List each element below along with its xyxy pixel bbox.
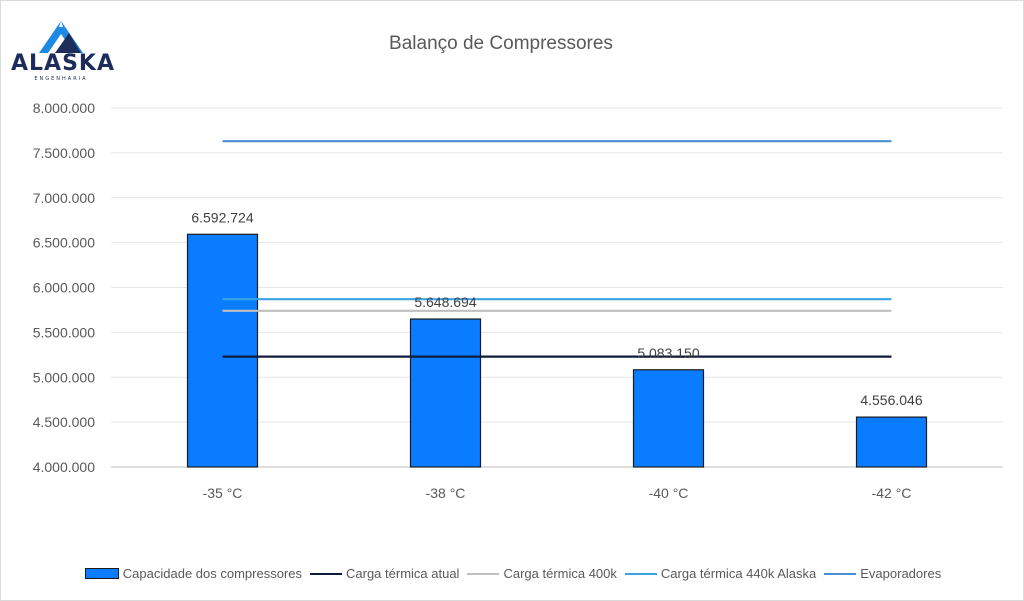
bar (186, 233, 259, 468)
y-tick-label: 4.000.000 (33, 459, 95, 475)
bar (409, 318, 482, 468)
legend-label: Carga térmica atual (346, 566, 460, 581)
legend-item: Capacidade dos compressores (84, 566, 302, 581)
legend-item: Evaporadores (824, 566, 941, 581)
y-tick-label: 7.500.000 (33, 145, 95, 161)
legend-item: Carga térmica 440k Alaska (624, 566, 817, 581)
mountain-logo-icon (39, 21, 83, 53)
legend-item: Carga térmica atual (310, 566, 459, 581)
bar-data-label: 6.592.724 (191, 209, 253, 225)
y-tick-label: 5.000.000 (33, 369, 95, 385)
legend-label: Carga térmica 440k Alaska (660, 566, 817, 581)
logo-subtext: ENGENHARIA (34, 76, 88, 82)
chart-legend: Capacidade dos compressores Carga térmica… (1, 566, 1024, 581)
y-tick-label: 8.000.000 (33, 100, 95, 116)
y-tick-label: 6.000.000 (33, 280, 95, 296)
legend-swatch (310, 572, 342, 575)
bar (632, 369, 705, 468)
legend-swatch (467, 572, 500, 575)
bar-data-label: 5.083.150 (637, 345, 699, 361)
alaska-logo: ALASKA ENGENHARIA (11, 15, 115, 87)
x-tick-label: -42 °C (872, 485, 912, 501)
legend-swatch (624, 572, 657, 575)
y-tick-label: 5.500.000 (33, 324, 95, 340)
legend-label: Carga térmica 400k (503, 566, 617, 581)
bar-data-label: 5.648.694 (414, 294, 476, 310)
chart-plot: 4.000.000 4.500.000 5.000.000 5.500.000 6.00… (33, 100, 1003, 501)
y-tick-label: 4.500.000 (33, 414, 95, 430)
logo-wordmark: ALASKA (11, 51, 115, 76)
legend-swatch (84, 568, 119, 579)
y-tick-label: 7.000.000 (33, 190, 95, 206)
legend-label: Evaporadores (860, 566, 942, 581)
legend-label: Capacidade dos compressores (122, 566, 302, 581)
y-tick-label: 6.500.000 (33, 235, 95, 251)
bar-data-label: 4.556.046 (860, 392, 922, 408)
bar (855, 416, 928, 468)
x-tick-label: -35 °C (203, 485, 243, 501)
legend-item: Carga térmica 400k (467, 566, 617, 581)
legend-swatch (824, 572, 857, 575)
x-tick-label: -38 °C (426, 485, 466, 501)
chart-title: Balanço de Compressores (389, 33, 613, 54)
x-tick-label: -40 °C (649, 485, 689, 501)
